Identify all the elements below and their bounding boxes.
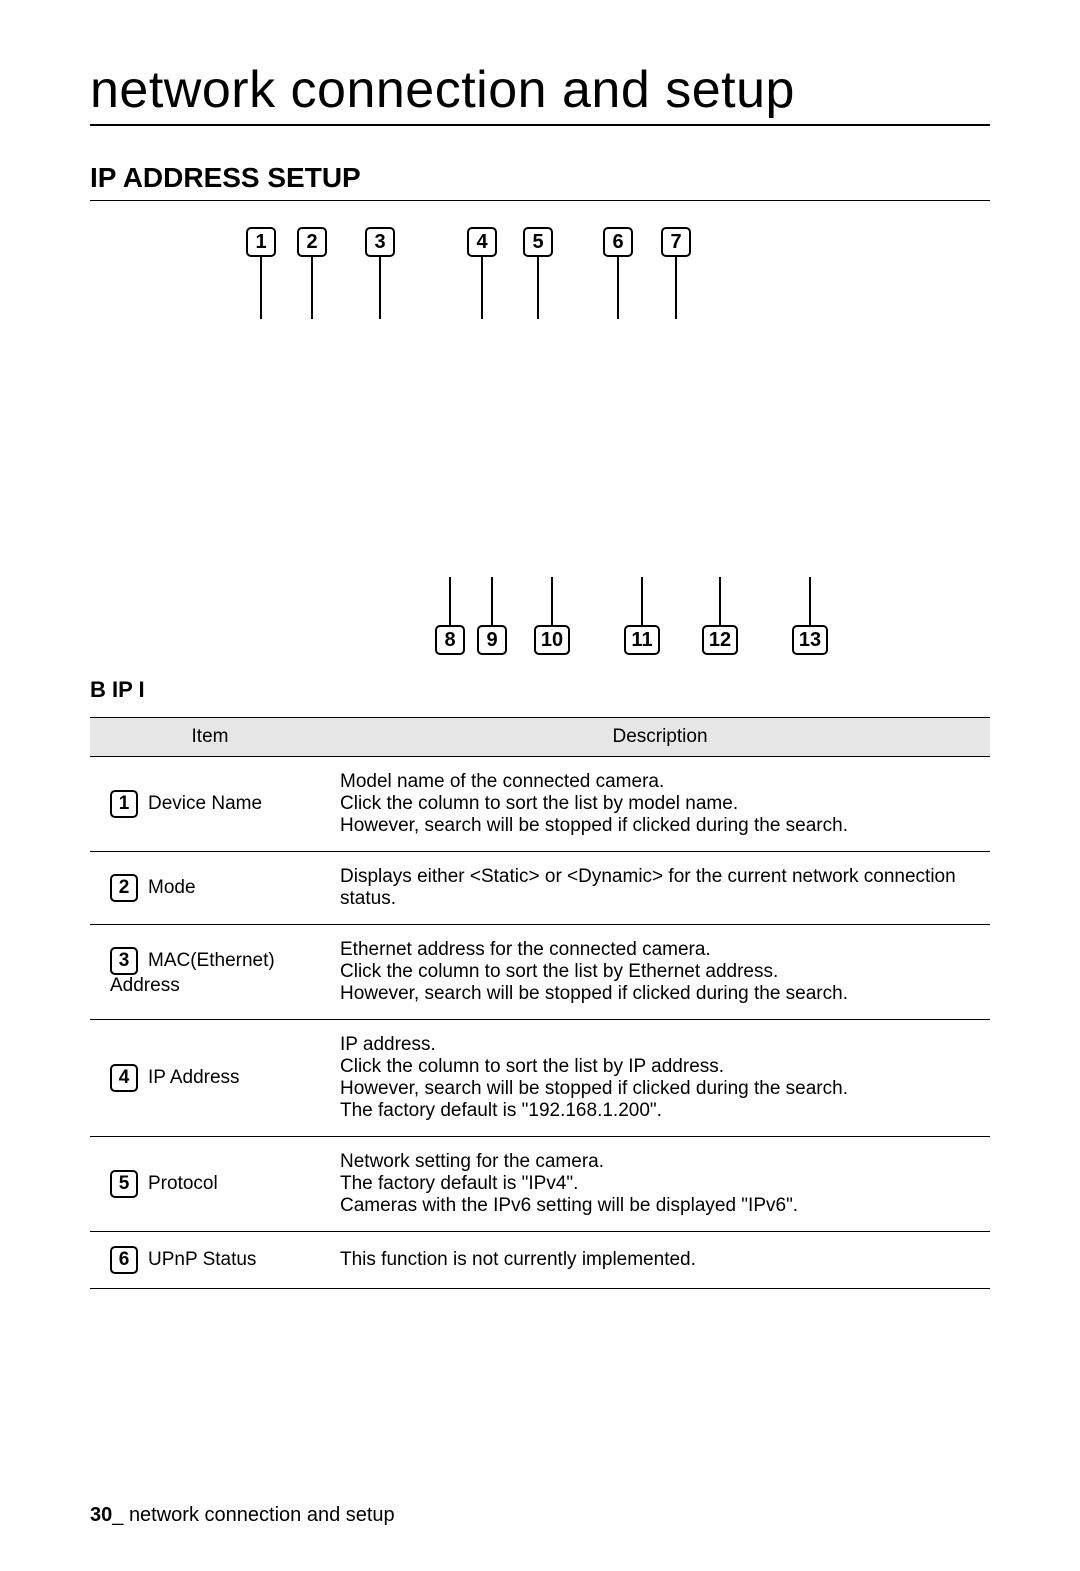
callout-label-12: 12	[702, 625, 738, 655]
item-cell: 4 IP Address	[90, 1020, 330, 1137]
callout-label-8: 8	[435, 625, 465, 655]
callout-line	[551, 577, 553, 625]
item-cell: 5 Protocol	[90, 1137, 330, 1232]
description-cell: Model name of the connected camera.Click…	[330, 757, 990, 852]
item-cell: 1 Device Name	[90, 757, 330, 852]
callout-line	[379, 257, 381, 319]
item-cell: 3MAC(Ethernet) Address	[90, 925, 330, 1020]
table-header-item: Item	[90, 718, 330, 757]
footer-sep: _	[112, 1504, 129, 1526]
item-label: Protocol	[148, 1173, 218, 1194]
table-header-description: Description	[330, 718, 990, 757]
callout-line	[260, 257, 262, 319]
description-table: Item Description 1 Device Name Model name …	[90, 717, 990, 1289]
item-label: IP Address	[148, 1067, 240, 1088]
callout-label-13: 13	[792, 625, 828, 655]
callout-label-7: 7	[661, 227, 691, 257]
callout-label-2: 2	[297, 227, 327, 257]
item-label: Device Name	[148, 793, 262, 814]
callout-label-3: 3	[365, 227, 395, 257]
callout-line	[449, 577, 451, 625]
item-number-badge: 6	[110, 1246, 138, 1274]
page-footer: 30_ network connection and setup	[90, 1504, 395, 1527]
subsection-title: B IP I	[90, 677, 990, 703]
item-number-badge: 3	[110, 947, 138, 975]
item-label: Mode	[148, 877, 196, 898]
item-number-badge: 4	[110, 1064, 138, 1092]
item-label: UPnP Status	[148, 1249, 256, 1270]
section-title: IP ADDRESS SETUP	[90, 162, 990, 201]
callout-label-9: 9	[477, 625, 507, 655]
callout-line	[719, 577, 721, 625]
table-row: 4 IP Address IP address.Click the column t…	[90, 1020, 990, 1137]
callout-line	[617, 257, 619, 319]
callout-label-1: 1	[246, 227, 276, 257]
callout-label-5: 5	[523, 227, 553, 257]
callout-line	[537, 257, 539, 319]
callout-line	[491, 577, 493, 625]
table-row: 1 Device Name Model name of the connected …	[90, 757, 990, 852]
description-cell: Ethernet address for the connected camer…	[330, 925, 990, 1020]
description-cell: Displays either <Static> or <Dynamic> fo…	[330, 852, 990, 925]
table-row: 3MAC(Ethernet) AddressEthernet address f…	[90, 925, 990, 1020]
description-cell: IP address.Click the column to sort the …	[330, 1020, 990, 1137]
footer-text: network connection and setup	[129, 1504, 395, 1526]
item-cell: 6 UPnP Status	[90, 1232, 330, 1289]
item-number-badge: 2	[110, 874, 138, 902]
description-cell: Network setting for the camera.The facto…	[330, 1137, 990, 1232]
item-number-badge: 1	[110, 790, 138, 818]
table-row: 2 Mode Displays either <Static> or <Dynami…	[90, 852, 990, 925]
callout-line	[809, 577, 811, 625]
item-number-badge: 5	[110, 1170, 138, 1198]
callout-label-4: 4	[467, 227, 497, 257]
callout-label-11: 11	[624, 625, 660, 655]
chapter-title: network connection and setup	[90, 60, 990, 126]
callout-label-6: 6	[603, 227, 633, 257]
callout-line	[311, 257, 313, 319]
callout-line	[675, 257, 677, 319]
page-number: 30	[90, 1504, 112, 1526]
callout-line	[641, 577, 643, 625]
table-row: 6 UPnP Status This function is not current…	[90, 1232, 990, 1289]
description-cell: This function is not currently implement…	[330, 1232, 990, 1289]
table-row: 5 Protocol Network setting for the camera.…	[90, 1137, 990, 1232]
callout-label-10: 10	[534, 625, 570, 655]
callout-diagram: 12345678910111213	[90, 227, 990, 657]
callout-line	[481, 257, 483, 319]
item-cell: 2 Mode	[90, 852, 330, 925]
